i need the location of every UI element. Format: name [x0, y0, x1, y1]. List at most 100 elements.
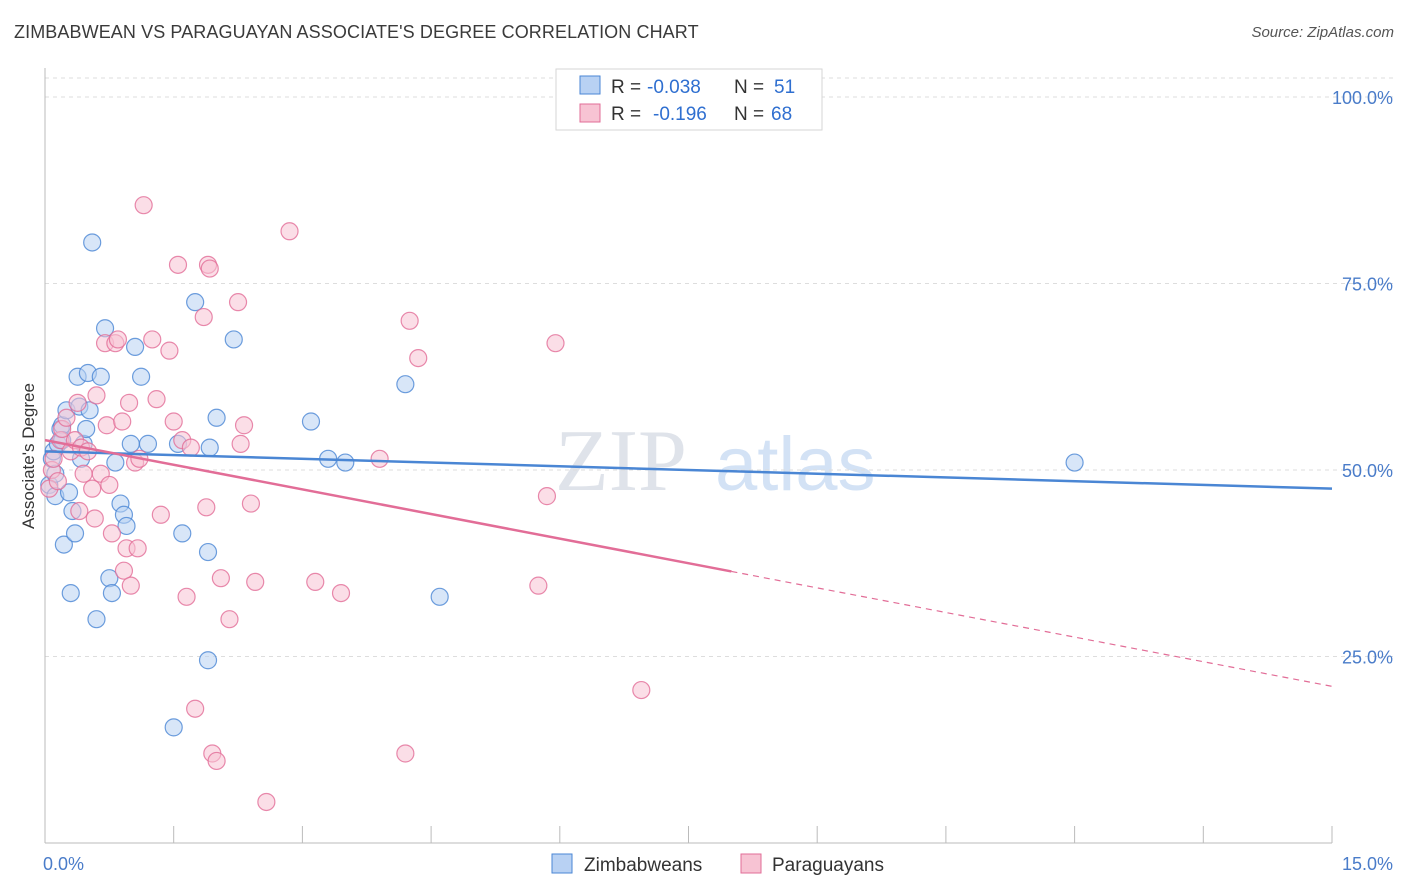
point-paraguayans-23: [108, 330, 128, 349]
point-paraguayans-50: [220, 610, 239, 629]
point-zimbabweans-20: [83, 233, 102, 252]
point-paraguayans-24: [113, 412, 132, 431]
point-zimbabweans-33: [138, 434, 158, 453]
x-tick-label-max: 15.0%: [1342, 854, 1393, 874]
y-tick-label-25: 25.0%: [1342, 648, 1393, 668]
point-paraguayans-35: [151, 505, 170, 524]
stats-legend: R = -0.038 N = 51 R = -0.196 N = 68: [555, 68, 823, 131]
point-paraguayans-48: [207, 751, 226, 771]
legend-n-value-1: 51: [774, 77, 795, 98]
trend-line-zimbabweans: [44, 450, 1333, 490]
point-paraguayans-3: [48, 472, 67, 491]
legend-r-value-1: -0.038: [647, 77, 701, 98]
point-zimbabweans-36: [173, 524, 192, 543]
point-zimbabweans-48: [1065, 453, 1084, 472]
point-paraguayans-59: [331, 583, 351, 603]
x-tick-label-min: 0.0%: [43, 854, 84, 874]
point-paraguayans-32: [134, 196, 153, 215]
point-zimbabweans-43: [301, 412, 321, 431]
point-zimbabweans-30: [121, 434, 140, 453]
point-paraguayans-21: [102, 524, 122, 543]
point-paraguayans-38: [168, 255, 188, 274]
point-paraguayans-64: [529, 576, 548, 595]
point-paraguayans-33: [143, 330, 162, 349]
point-zimbabweans-12: [65, 524, 85, 543]
point-zimbabweans-38: [198, 542, 218, 562]
point-paraguayans-44: [197, 498, 216, 517]
point-paraguayans-6: [57, 408, 76, 427]
point-paraguayans-43: [194, 307, 213, 327]
point-paraguayans-37: [164, 412, 183, 431]
point-zimbabweans-31: [125, 337, 145, 357]
point-paraguayans-65: [537, 487, 557, 506]
point-paraguayans-10: [70, 501, 89, 521]
point-paraguayans-42: [186, 699, 205, 718]
point-zimbabweans-7: [54, 535, 73, 554]
point-paraguayans-66: [546, 334, 565, 353]
point-paraguayans-19: [97, 416, 116, 435]
trend-lines: [44, 438, 1333, 687]
point-paraguayans-9: [68, 393, 87, 412]
point-zimbabweans-29: [117, 516, 136, 536]
point-zimbabweans-45: [336, 453, 355, 472]
series-legend: Zimbabweans Paraguayans: [551, 853, 884, 876]
point-paraguayans-2: [44, 449, 63, 468]
point-zimbabweans-26: [106, 453, 125, 472]
source-label: Source: ZipAtlas.com: [1251, 24, 1394, 41]
point-paraguayans-34: [147, 390, 166, 409]
point-zimbabweans-17: [77, 419, 96, 439]
y-tick-label-50: 50.0%: [1342, 461, 1393, 481]
point-zimbabweans-22: [91, 367, 110, 386]
point-zimbabweans-40: [198, 651, 218, 670]
point-zimbabweans-46: [396, 375, 415, 394]
legend-n-label-1: N =: [734, 77, 764, 98]
y-tick-label-75: 75.0%: [1342, 275, 1393, 295]
point-paraguayans-14: [83, 479, 102, 498]
point-zimbabweans-47: [430, 587, 449, 606]
point-paraguayans-46: [200, 259, 219, 278]
trend-extension-paraguayans: [731, 570, 1333, 687]
legend-swatch-pink: [579, 103, 601, 123]
point-paraguayans-60: [370, 449, 389, 468]
point-zimbabweans-25: [102, 583, 122, 603]
point-paraguayans-56: [257, 792, 276, 812]
point-paraguayans-67: [632, 680, 651, 700]
point-paraguayans-15: [85, 509, 104, 528]
y-axis-label: Associate's Degree: [19, 383, 38, 529]
point-zimbabweans-42: [224, 330, 243, 349]
point-paraguayans-53: [234, 416, 254, 435]
watermark-zip: ZIP: [555, 413, 687, 510]
tick-labels: 100.0% 75.0% 50.0% 25.0% 0.0% 15.0%: [43, 88, 1393, 874]
watermark-atlas: atlas: [715, 422, 876, 507]
legend-r-label-2: R =: [611, 104, 641, 125]
point-paraguayans-40: [177, 587, 196, 606]
point-paraguayans-51: [228, 293, 248, 312]
point-paraguayans-16: [87, 386, 106, 405]
point-zimbabweans-9: [59, 483, 79, 502]
point-paraguayans-20: [100, 475, 119, 495]
point-zimbabweans-41: [207, 408, 226, 427]
series-paraguayans: [40, 196, 651, 812]
point-paraguayans-12: [74, 464, 93, 483]
legend-n-value-2: 68: [771, 104, 792, 125]
point-zimbabweans-39: [200, 438, 219, 457]
point-paraguayans-55: [246, 572, 265, 592]
point-paraguayans-54: [241, 494, 261, 513]
point-paraguayans-49: [211, 569, 230, 588]
point-paraguayans-63: [409, 349, 428, 368]
y-tick-label-100: 100.0%: [1332, 88, 1393, 108]
point-paraguayans-57: [280, 222, 299, 241]
bottom-legend-swatch-pink: [740, 853, 762, 874]
point-zimbabweans-32: [131, 367, 151, 386]
bottom-legend-swatch-blue: [551, 853, 573, 874]
point-paraguayans-28: [121, 576, 140, 595]
point-paraguayans-62: [400, 311, 419, 330]
point-zimbabweans-21: [87, 610, 106, 629]
point-paraguayans-52: [231, 434, 250, 453]
bottom-legend-zimbabweans: Zimbabweans: [584, 855, 702, 876]
point-paraguayans-25: [114, 561, 134, 580]
axes: [44, 68, 1333, 844]
legend-r-label-1: R =: [611, 77, 641, 98]
trend-line-paraguayans: [44, 438, 732, 573]
